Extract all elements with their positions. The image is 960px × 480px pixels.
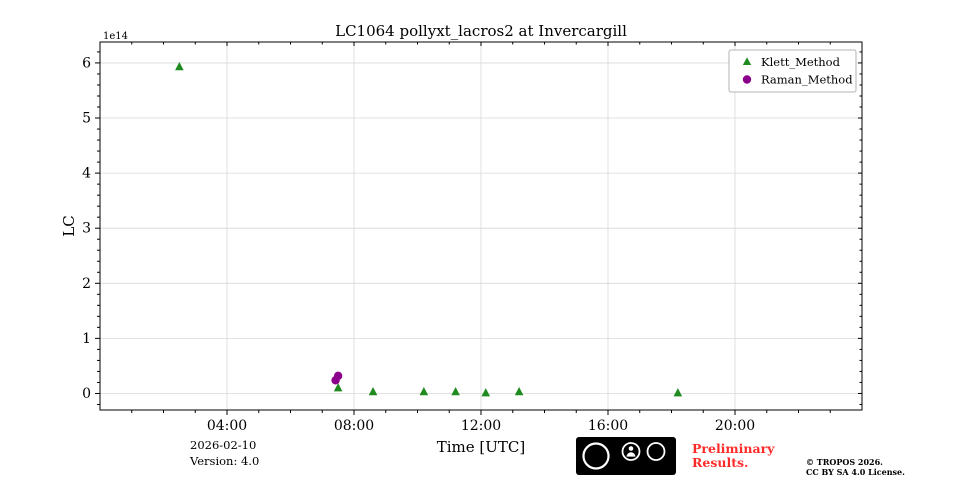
cc-glyph: cc: [588, 450, 604, 465]
legend-label-klett: Klett_Method: [761, 55, 841, 69]
preliminary-line1: Preliminary: [692, 441, 775, 456]
tick-label-layer: 04:00 08:00 12:00 16:00 20:00 0 1 2 3 4 5 6: [82, 55, 755, 434]
y-tick-label: 3: [82, 221, 91, 237]
data-point-klett_method: [333, 383, 343, 392]
y-tick-label: 6: [82, 55, 91, 71]
tick-layer: [95, 42, 862, 415]
x-tick-label: 04:00: [207, 418, 247, 434]
legend: Klett_Method Raman_Method: [728, 49, 857, 93]
chart-title: LC1064 pollyxt_lacros2 at Invercargill: [335, 22, 627, 40]
y-tick-label: 1: [82, 331, 91, 347]
sa-arrow-icon: [646, 442, 666, 461]
raman-circle-icon: [742, 75, 752, 84]
by-label: BY: [625, 465, 637, 474]
data-point-klett_method: [481, 388, 491, 397]
cc-by-sa-badge: cc BY ↺ SA: [576, 437, 676, 475]
x-tick-label: 20:00: [715, 418, 755, 434]
copyright-note: © TROPOS 2026. CC BY SA 4.0 License.: [806, 457, 905, 477]
date-version-block: 2026-02-10 Version: 4.0: [190, 438, 259, 469]
copyright-line1: © TROPOS 2026.: [806, 457, 883, 467]
y-tick-label: 0: [82, 386, 91, 402]
legend-frame: [728, 49, 857, 93]
x-tick-label: 12:00: [461, 418, 501, 434]
data-point-klett_method: [419, 387, 429, 396]
preliminary-results-note: Preliminary Results.: [692, 442, 774, 470]
y-axis-label: LC: [60, 215, 78, 236]
data-point-klett_method: [175, 61, 184, 71]
plot-version: Version: 4.0: [190, 453, 260, 468]
preliminary-line2: Results.: [692, 455, 749, 470]
y-axis-offset-label: 1e14: [103, 31, 128, 42]
x-axis-label: Time [UTC]: [437, 438, 526, 456]
by-person-icon: [621, 442, 641, 461]
sa-label: SA: [650, 465, 661, 474]
klett-triangle-icon: [742, 57, 752, 65]
data-point-klett_method: [368, 387, 378, 396]
data-point-klett_method: [514, 387, 524, 396]
data-point-klett_method: [673, 388, 683, 397]
data-points-layer: [175, 61, 683, 397]
copyright-line2: CC BY SA 4.0 License.: [806, 466, 905, 477]
svg-text:↺: ↺: [651, 446, 660, 459]
legend-label-raman: Raman_Method: [761, 73, 853, 87]
plot-date: 2026-02-10: [190, 438, 257, 452]
y-tick-label: 5: [82, 111, 91, 127]
x-tick-label: 16:00: [588, 418, 628, 434]
grid-layer: [100, 42, 862, 410]
x-tick-label: 08:00: [334, 418, 374, 434]
data-point-raman_method: [333, 371, 343, 381]
cc-by-sa-badge-icon: cc BY ↺ SA: [576, 437, 676, 475]
data-point-klett_method: [451, 387, 460, 396]
plot-border: [99, 41, 863, 411]
y-tick-label: 4: [82, 166, 91, 182]
y-tick-label: 2: [82, 276, 91, 292]
